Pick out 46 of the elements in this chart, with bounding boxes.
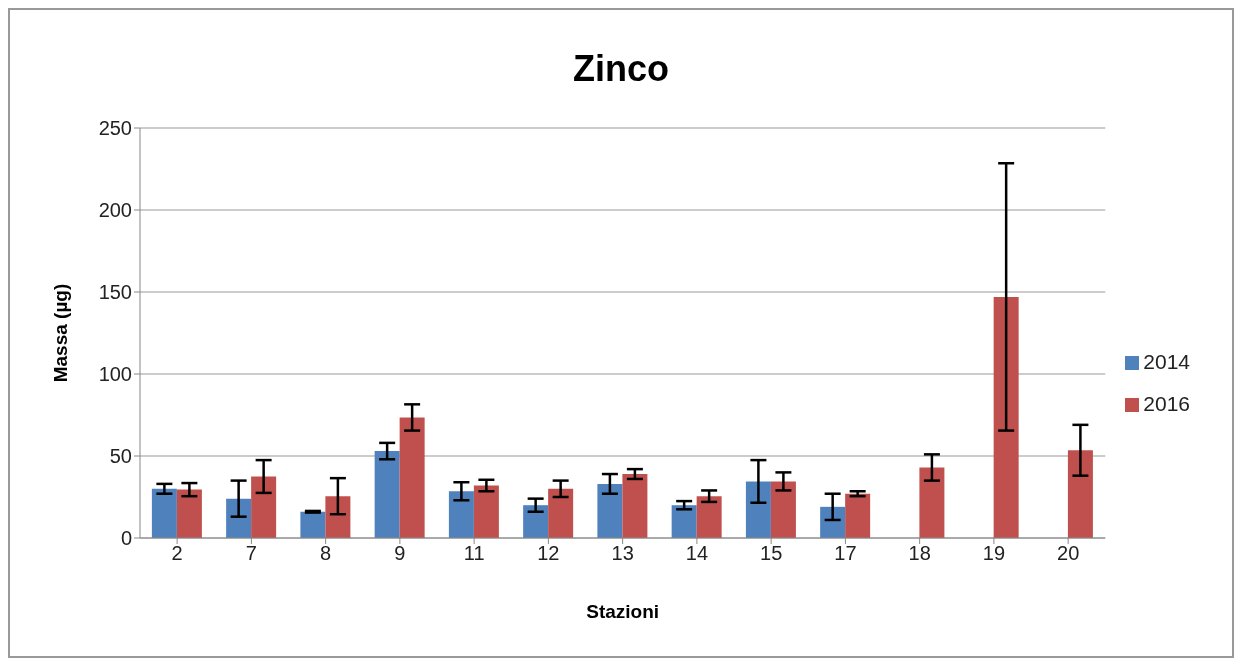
bar [919,467,945,538]
bar [300,511,326,538]
legend-label: 2014 [1143,350,1190,373]
bar [622,474,648,538]
x-tick-label: 14 [685,542,709,565]
x-tick-label: 18 [908,542,931,565]
bar [325,496,351,538]
x-tick-label: 20 [1057,542,1080,565]
bar [548,488,574,538]
x-tick-label: 9 [394,542,406,565]
x-tick-label: 7 [245,542,257,565]
bar [176,489,202,538]
x-tick-label: 11 [463,542,485,565]
x-axis-title: Stazioni [586,601,660,622]
bar [473,485,499,538]
bar [151,488,177,538]
bar [671,505,697,538]
y-tick-label: 150 [98,281,132,304]
y-tick-label: 50 [109,445,132,468]
y-tick-label: 200 [98,199,132,222]
bar [597,483,623,538]
bar [745,481,771,538]
x-tick-label: 2 [171,542,183,565]
x-tick-label: 8 [320,542,332,565]
bar [399,417,425,538]
y-tick-label: 100 [98,363,132,386]
bar [226,498,252,538]
bar [845,493,871,538]
y-tick-label: 250 [98,117,132,140]
y-tick-label: 0 [120,527,132,550]
bar [993,296,1019,538]
bar [696,496,722,538]
bar [1067,450,1093,538]
y-axis-title: Massa (µg) [49,283,71,383]
bar [523,505,549,538]
x-tick-label: 12 [537,542,560,565]
x-tick-label: 17 [834,542,857,565]
bar [770,481,796,538]
bar [251,476,277,538]
chart-title: Zinco [572,47,670,91]
x-tick-label: 13 [611,542,634,565]
bar [448,491,474,538]
bar [374,451,400,538]
x-tick-label: 19 [982,542,1006,565]
x-tick-label: 15 [760,542,783,565]
legend-label: 2016 [1143,392,1190,415]
